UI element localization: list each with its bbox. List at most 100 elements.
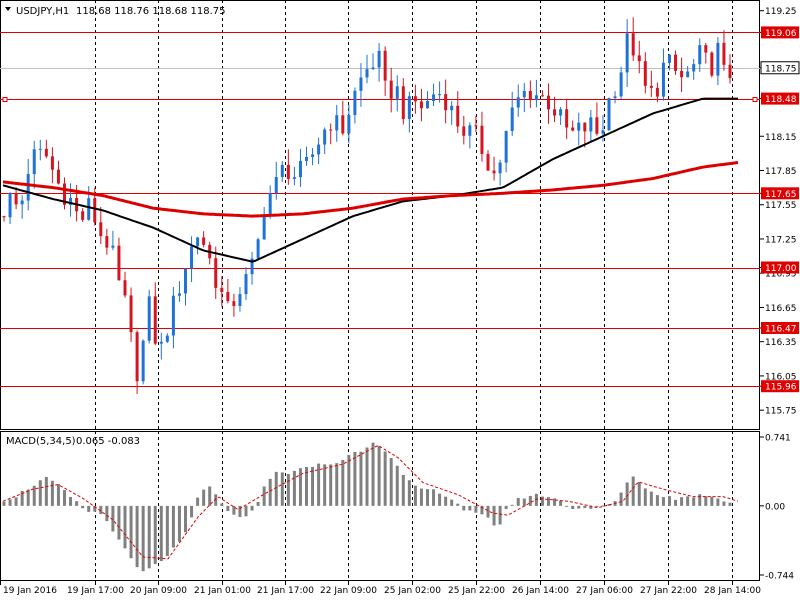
- macd-histogram-bar: [631, 476, 635, 506]
- y-axis-label: 116.05: [765, 372, 797, 382]
- macd-histogram-bar: [371, 442, 375, 506]
- bear-candle-body: [153, 296, 157, 344]
- macd-histogram-bar: [141, 505, 145, 572]
- bull-candle-body: [8, 193, 12, 218]
- bull-candle-body: [250, 258, 254, 275]
- badge-layer: 119.06 118.48 117.65 117.00 116.47 115.96 118.…: [760, 26, 800, 393]
- macd-histogram-bar: [129, 505, 133, 559]
- macd-histogram-bar: [353, 451, 357, 506]
- macd-histogram-bar: [32, 485, 36, 506]
- macd-histogram-bar: [462, 505, 466, 511]
- bear-candle-body: [99, 222, 103, 237]
- macd-histogram-bar: [389, 458, 393, 506]
- macd-histogram-bar: [274, 471, 278, 506]
- macd-histogram-bar: [516, 498, 520, 506]
- triangle-down-icon[interactable]: [5, 7, 11, 11]
- bull-candle-body: [20, 200, 24, 205]
- bear-candle-body: [413, 96, 417, 102]
- bull-candle-body: [601, 130, 605, 134]
- macd-histogram-bar: [547, 497, 550, 506]
- macd-histogram-bar: [419, 488, 423, 506]
- macd-histogram-bar: [311, 466, 315, 506]
- bear-candle-body: [528, 90, 532, 101]
- bull-candle-body: [468, 125, 472, 136]
- bear-candle-body: [329, 129, 333, 131]
- bull-candle-body: [577, 122, 581, 131]
- bear-candle-body: [710, 52, 714, 76]
- y-axis-label: 116.35: [765, 338, 797, 348]
- x-axis-label: 27 Jan 22:00: [640, 586, 697, 596]
- bull-candle-body: [371, 67, 375, 70]
- macd-axis-label: 0.741: [765, 434, 791, 444]
- bull-candle-body: [365, 69, 369, 78]
- y-axis-label: 117.85: [765, 167, 797, 177]
- bear-candle-body: [63, 183, 66, 205]
- bull-candle-body: [698, 45, 702, 65]
- macd-histogram-bar: [190, 505, 194, 518]
- bear-candle-body: [571, 127, 575, 131]
- bear-candle-body: [202, 237, 206, 245]
- macd-histogram-bar: [698, 494, 702, 506]
- macd-histogram-bar: [69, 496, 73, 506]
- bear-candle-body: [117, 245, 121, 281]
- bull-candle-body: [426, 100, 429, 109]
- x-axis-label: 19 Jan 17:00: [67, 586, 124, 596]
- bull-candle-body: [141, 340, 145, 382]
- macd-histogram-bar: [643, 488, 647, 506]
- macd-histogram-bar: [165, 505, 169, 556]
- bear-candle-body: [2, 216, 6, 218]
- level-price-label: 115.96: [765, 383, 797, 393]
- macd-histogram-bar: [117, 505, 121, 540]
- macd-histogram-bar: [668, 496, 671, 506]
- macd-histogram-bar: [184, 505, 187, 533]
- macd-histogram-bar: [571, 505, 575, 509]
- bull-candle-body: [298, 160, 302, 178]
- bear-candle-body: [704, 45, 708, 53]
- macd-histogram-bar: [238, 505, 242, 517]
- bear-candle-body: [226, 291, 230, 302]
- bull-candle-body: [510, 107, 514, 132]
- bull-candle-body: [347, 114, 351, 134]
- macd-histogram-bar: [177, 505, 181, 542]
- macd-histogram-bar: [480, 505, 484, 515]
- bull-candle-body: [522, 90, 526, 98]
- bull-candle-body: [661, 62, 665, 97]
- macd-histogram-bar: [232, 505, 236, 515]
- macd-histogram-bar: [250, 505, 254, 511]
- bear-candle-body: [123, 280, 127, 296]
- bear-candle-body: [631, 33, 635, 56]
- macd-histogram-bar: [649, 491, 653, 506]
- macd-histogram-bar: [159, 505, 163, 562]
- level-anchor-marker: [752, 97, 758, 102]
- y-axis-label: 115.75: [765, 407, 797, 417]
- macd-panel-frame: [0, 431, 760, 581]
- bull-candle-body: [438, 94, 442, 96]
- macd-histogram-bar: [559, 500, 563, 506]
- bear-candle-body: [680, 70, 684, 78]
- level-price-badge: [761, 92, 799, 105]
- macd-histogram-bar: [14, 497, 18, 506]
- macd-histogram-bar: [305, 466, 308, 506]
- y-axis-label: 117.55: [765, 201, 797, 211]
- macd-histogram-bar: [565, 505, 569, 507]
- macd-histogram-bar: [395, 465, 399, 506]
- price-panel-frame: [0, 0, 760, 430]
- bull-candle-body: [353, 90, 357, 115]
- bear-candle-body: [643, 61, 647, 86]
- bear-candle-body: [540, 95, 544, 97]
- macd-histogram-bar: [347, 455, 351, 506]
- macd-histogram-bar: [704, 496, 708, 506]
- macd-axis-label: 0.00: [765, 502, 785, 512]
- bull-candle-body: [589, 117, 593, 132]
- macd-histogram-bar: [365, 447, 369, 506]
- bull-candle-body: [177, 293, 181, 296]
- bear-candle-body: [480, 125, 484, 154]
- bear-candle-body: [462, 126, 466, 136]
- bull-candle-body: [238, 294, 242, 306]
- x-axis-label: 25 Jan 22:00: [448, 586, 505, 596]
- x-axis-label: 22 Jan 09:00: [320, 586, 377, 596]
- bear-candle-body: [444, 94, 448, 111]
- bear-candle-body: [105, 236, 109, 248]
- x-axis-label: 20 Jan 09:00: [130, 586, 187, 596]
